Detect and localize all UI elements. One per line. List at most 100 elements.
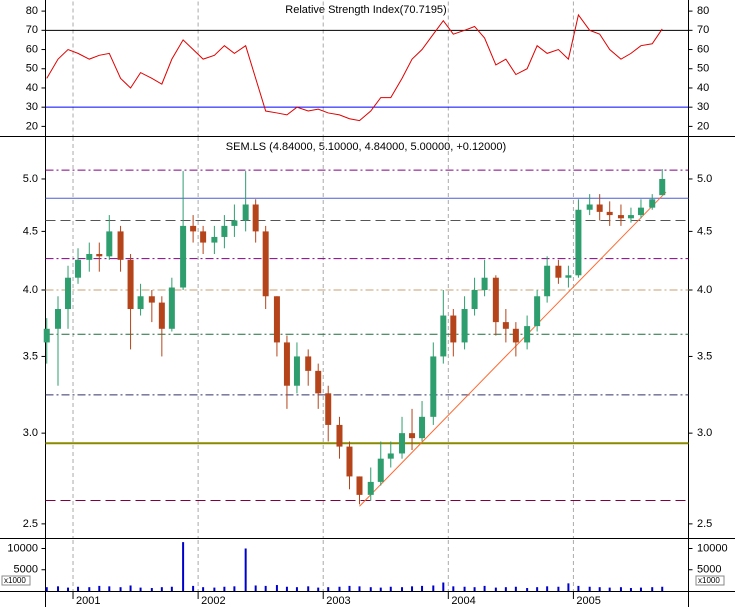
volume-bar (295, 587, 298, 591)
volume-unit: x1000 (4, 576, 26, 585)
candle-body (283, 342, 290, 386)
candle-body (273, 296, 280, 343)
volume-bar (432, 585, 435, 591)
candle-body (43, 328, 50, 343)
y-tick-label: 50 (697, 63, 709, 75)
candle-body (367, 481, 374, 495)
candle-body (293, 356, 300, 386)
candle-body (555, 265, 562, 278)
unit-box (695, 575, 725, 586)
y-tick-label: 4.5 (23, 225, 38, 237)
volume-bar (577, 585, 580, 591)
volume-bar (358, 586, 361, 591)
volume-bar (608, 587, 611, 591)
volume-bar (285, 586, 288, 591)
candle-body (86, 254, 93, 260)
candle-body (450, 315, 457, 343)
volume-bar (150, 588, 153, 591)
volume-bar (379, 587, 382, 591)
volume-bar (546, 586, 549, 591)
candle-body (649, 199, 656, 208)
volume-bar (588, 586, 591, 591)
y-tick-label: 30 (697, 101, 709, 113)
x-tick-label: 2005 (576, 595, 600, 607)
volume-bar (483, 585, 486, 591)
volume-bar (536, 587, 539, 591)
volume-bar (421, 585, 424, 591)
volume-bar (233, 586, 236, 591)
candle-body (96, 254, 103, 257)
y-tick-label: 4.0 (23, 284, 38, 296)
volume-bar (389, 586, 392, 591)
x-tick-label: 2004 (451, 595, 475, 607)
volume-bar (619, 587, 622, 591)
volume-bar (557, 586, 560, 591)
volume-bar (494, 587, 497, 591)
candle-body (252, 204, 259, 232)
volume-bar (463, 586, 466, 591)
volume-bar (182, 542, 185, 591)
y-tick-label: 20 (26, 120, 38, 132)
candle-body (180, 225, 187, 288)
candle-body (544, 265, 551, 297)
candle-body (409, 433, 416, 439)
candle-body (127, 259, 134, 310)
y-tick-label: 70 (26, 24, 38, 36)
volume-bar (88, 587, 91, 591)
candle-body (137, 296, 144, 310)
volume-bar (629, 588, 632, 591)
volume-bar (98, 585, 101, 591)
y-tick-label: 3.0 (697, 427, 712, 439)
trend-line (359, 191, 667, 507)
y-tick-label: 60 (26, 43, 38, 55)
candle-body (430, 356, 437, 417)
volume-bar (514, 586, 517, 591)
y-tick-label: 40 (697, 82, 709, 94)
candle-body (190, 225, 197, 232)
volume-bar (192, 585, 195, 591)
candle-body (148, 296, 155, 303)
candle-body (659, 178, 666, 196)
candle-body (492, 277, 499, 323)
volume-bar (661, 586, 664, 591)
candle-body (461, 309, 468, 343)
volume-unit: x1000 (698, 576, 720, 585)
candle-body (231, 220, 238, 226)
volume-bar (639, 587, 642, 591)
price-title: SEM.LS (4.84000, 5.10000, 4.84000, 5.000… (226, 141, 506, 153)
volume-bar (160, 587, 163, 591)
candle-body (346, 446, 353, 477)
candle-body (596, 204, 603, 212)
volume-bar (244, 548, 247, 591)
volume-bar (264, 585, 267, 591)
volume-bar (170, 586, 173, 591)
y-tick-label: 4.5 (697, 225, 712, 237)
y-tick-label: 10000 (7, 542, 38, 554)
candle-body (565, 275, 572, 278)
candle-body (637, 207, 644, 216)
candle-body (336, 424, 343, 447)
unit-box (1, 575, 31, 586)
candle-body (502, 322, 509, 329)
y-tick-label: 40 (26, 82, 38, 94)
candle-body (242, 204, 249, 221)
candle-body (534, 296, 541, 327)
rsi-line (46, 13, 663, 122)
volume-bar (598, 587, 601, 591)
candle-body (55, 309, 62, 329)
volume-bar (411, 586, 414, 591)
y-tick-label: 10000 (697, 542, 728, 554)
volume-bar (275, 585, 278, 591)
volume-bar (442, 582, 445, 591)
y-tick-label: 5.0 (23, 173, 38, 185)
candle-body (168, 287, 175, 329)
volume-bar (452, 586, 455, 591)
candle-body (315, 370, 322, 394)
candle-body (586, 204, 593, 210)
x-tick-label: 2001 (76, 595, 100, 607)
y-tick-label: 70 (697, 24, 709, 36)
candle-body (305, 356, 312, 371)
y-tick-label: 80 (26, 5, 38, 17)
x-tick-label: 2003 (326, 595, 350, 607)
